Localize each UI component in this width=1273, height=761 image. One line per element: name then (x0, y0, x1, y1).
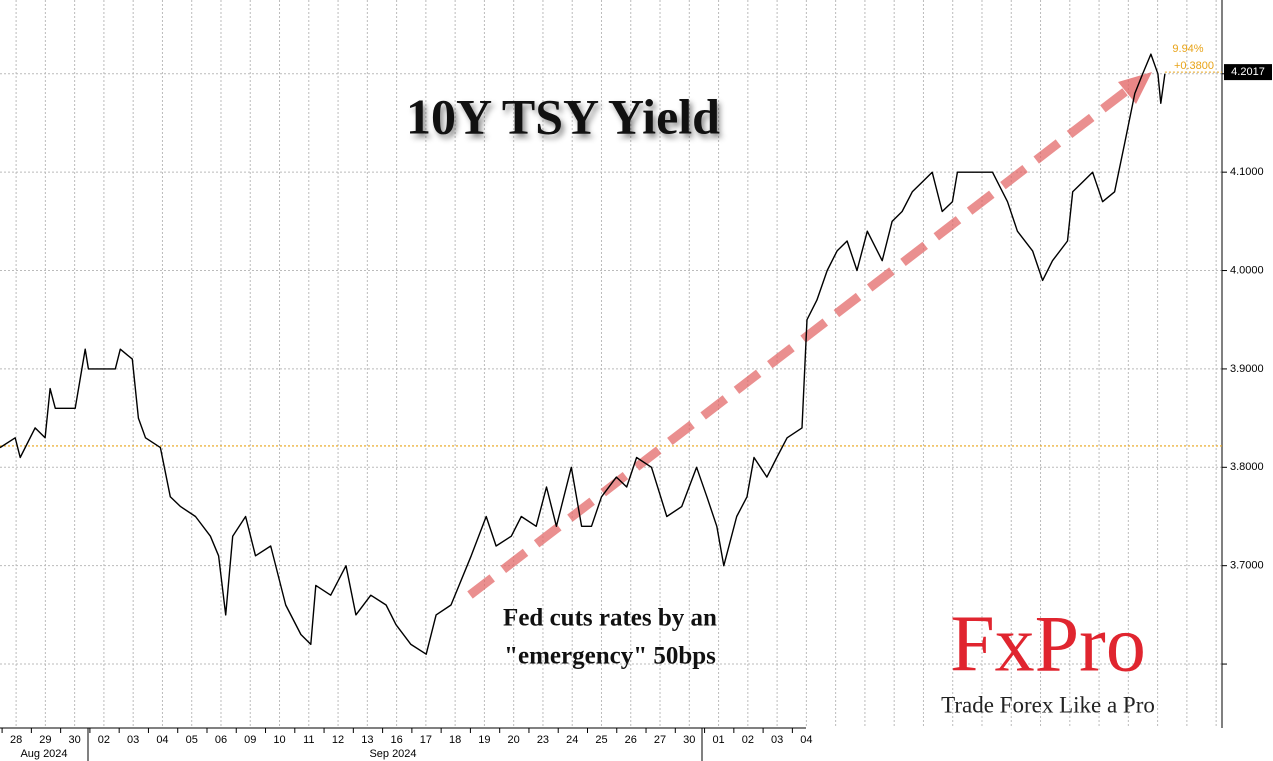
x-tick-label: 06 (215, 734, 227, 746)
x-tick-label: 19 (478, 734, 490, 746)
last-value-box (1224, 64, 1272, 81)
x-tick-label: 20 (508, 734, 520, 746)
y-tick-label: 4.0000 (1230, 264, 1264, 276)
x-tick-label: 04 (156, 734, 168, 746)
y-tick-label: 4.1000 (1230, 166, 1264, 178)
x-tick-label: 05 (186, 734, 198, 746)
x-tick-label: 13 (361, 734, 373, 746)
x-tick-label: 12 (332, 734, 344, 746)
x-tick-label: 25 (595, 734, 607, 746)
x-tick-label: 04 (800, 734, 812, 746)
x-tick-label: 24 (566, 734, 578, 746)
change-abs: +0.3800 (1174, 60, 1214, 72)
x-tick-label: 03 (771, 734, 783, 746)
x-tick-label: 28 (10, 734, 22, 746)
tagline: Trade Forex Like a Pro (941, 692, 1155, 717)
y-tick-label: 3.9000 (1230, 363, 1264, 375)
logo: FxPro (950, 600, 1146, 688)
x-tick-label: 30 (69, 734, 81, 746)
x-tick-label: 16 (390, 734, 402, 746)
line-series (0, 53, 1166, 655)
grid (0, 0, 1222, 728)
x-tick-label: 02 (98, 734, 110, 746)
annotation: "emergency" 50bps (504, 643, 716, 670)
x-tick-label: 17 (420, 734, 432, 746)
x-tick-label: 03 (127, 734, 139, 746)
x-tick-label: 02 (742, 734, 754, 746)
x-tick-label: 11 (303, 734, 314, 746)
y-tick-label: 3.8000 (1230, 461, 1264, 473)
arrow-head (1118, 72, 1152, 104)
annotation: Fed cuts rates by an (503, 605, 717, 632)
month-label: Sep 2024 (369, 748, 416, 760)
x-tick-label: 09 (244, 734, 256, 746)
trend-arrow (467, 84, 1133, 599)
x-tick-label: 27 (654, 734, 666, 746)
x-tick-label: 30 (683, 734, 695, 746)
x-tick-label: 10 (273, 734, 285, 746)
x-axis-band (0, 728, 1273, 761)
x-tick-label: 18 (449, 734, 461, 746)
x-tick-label: 26 (625, 734, 637, 746)
x-tick-label: 29 (39, 734, 51, 746)
chart-title: 10Y TSY Yield (406, 88, 720, 144)
x-tick-label: 01 (712, 734, 724, 746)
y-tick-label: 3.7000 (1230, 560, 1264, 572)
change-pct: 9.94% (1172, 43, 1203, 55)
month-label: Aug 2024 (20, 748, 67, 760)
last-value-label: 4.2017 (1231, 66, 1265, 78)
x-tick-label: 23 (537, 734, 549, 746)
